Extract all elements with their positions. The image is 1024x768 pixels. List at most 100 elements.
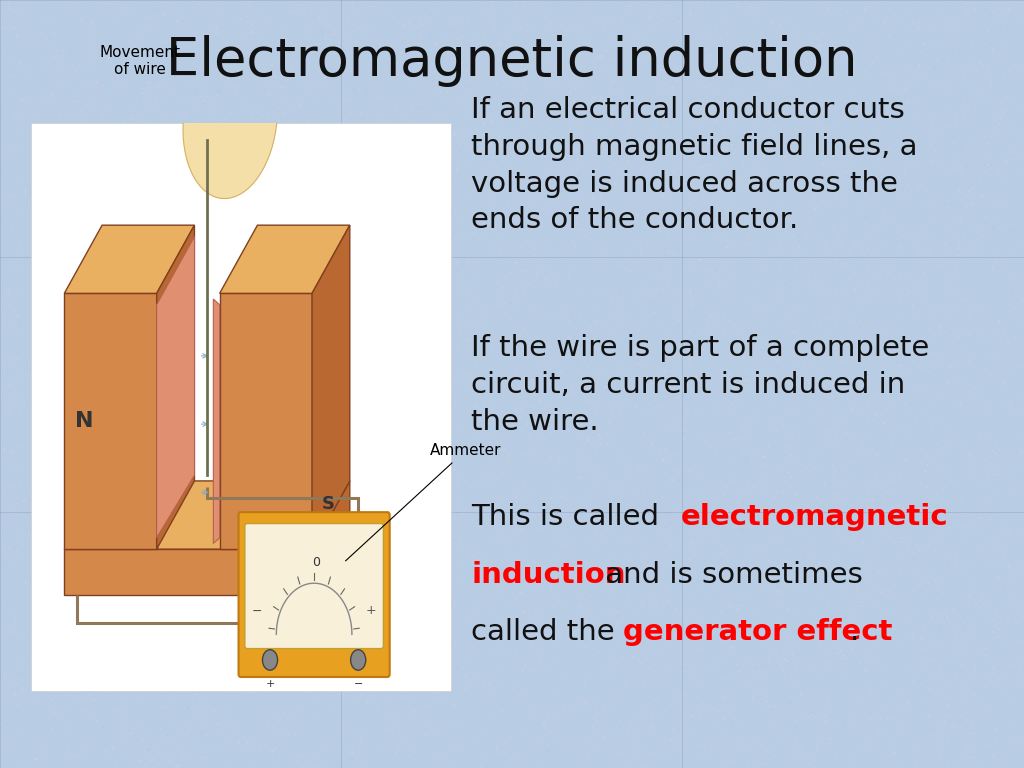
Point (705, 223, 721, 236)
Point (900, 465, 916, 477)
Point (316, 71, 333, 84)
Point (109, 514, 125, 526)
Point (34, 500, 50, 512)
Point (522, 12, 539, 25)
Point (80, 535, 96, 548)
Point (729, 223, 745, 235)
Point (389, 309, 406, 321)
Point (206, 372, 222, 385)
Point (985, 750, 1001, 763)
Point (53, 546, 70, 558)
Point (252, 516, 268, 528)
Point (296, 5, 312, 18)
Point (265, 645, 282, 657)
Point (221, 399, 238, 411)
Point (254, 167, 270, 179)
Point (644, 709, 660, 721)
Point (29, 223, 45, 235)
Point (844, 472, 860, 485)
Point (654, 283, 671, 296)
Point (578, 598, 594, 611)
Point (368, 431, 384, 443)
Point (555, 245, 571, 257)
Point (913, 198, 930, 210)
Point (126, 172, 142, 184)
Point (959, 744, 976, 756)
Point (993, 101, 1010, 113)
Point (890, 248, 906, 260)
Point (362, 134, 379, 147)
Point (275, 518, 292, 531)
Point (790, 65, 806, 77)
Point (980, 159, 996, 171)
Point (174, 67, 190, 79)
Point (720, 482, 736, 494)
Point (218, 147, 234, 160)
Point (542, 283, 558, 295)
Point (979, 740, 995, 752)
Point (348, 120, 365, 132)
Point (663, 518, 679, 530)
Point (945, 253, 962, 265)
Point (569, 185, 586, 197)
Point (223, 157, 240, 169)
Point (93, 114, 110, 126)
Point (956, 76, 973, 88)
Point (123, 439, 139, 452)
Point (881, 3, 897, 15)
Point (811, 448, 827, 460)
Point (434, 48, 451, 60)
Point (981, 147, 997, 160)
Point (923, 653, 939, 665)
Point (86, 319, 102, 331)
Point (15, 127, 32, 139)
Point (733, 493, 750, 505)
Point (419, 519, 435, 531)
Point (647, 542, 664, 554)
Point (984, 648, 1000, 660)
Point (901, 372, 918, 385)
Point (321, 311, 337, 323)
Point (612, 22, 629, 34)
Point (18, 700, 35, 712)
Point (61, 348, 78, 360)
Point (611, 306, 628, 318)
Point (983, 430, 999, 442)
Point (641, 224, 657, 237)
Point (35, 391, 51, 403)
Point (885, 547, 901, 559)
Point (477, 22, 494, 34)
Point (429, 333, 445, 345)
Point (607, 177, 624, 189)
Point (550, 78, 566, 91)
Point (65, 503, 81, 515)
Point (416, 3, 432, 15)
Point (860, 365, 877, 377)
Point (658, 214, 675, 227)
Point (134, 572, 151, 584)
Point (71, 17, 87, 29)
Point (821, 476, 838, 488)
Point (445, 420, 462, 432)
Point (806, 476, 822, 488)
Point (1007, 632, 1023, 644)
Point (460, 80, 476, 92)
Point (937, 548, 953, 560)
Point (873, 595, 890, 607)
Point (290, 721, 306, 733)
Point (532, 8, 549, 20)
Point (360, 151, 377, 164)
Point (427, 186, 443, 198)
Point (845, 645, 861, 657)
Point (334, 0, 350, 7)
Point (315, 283, 332, 296)
Point (187, 214, 204, 226)
Point (464, 733, 480, 745)
Point (478, 420, 495, 432)
Point (187, 735, 204, 747)
Point (524, 445, 541, 458)
Point (865, 624, 882, 636)
Point (614, 175, 631, 187)
Point (563, 682, 580, 694)
Point (249, 612, 265, 624)
